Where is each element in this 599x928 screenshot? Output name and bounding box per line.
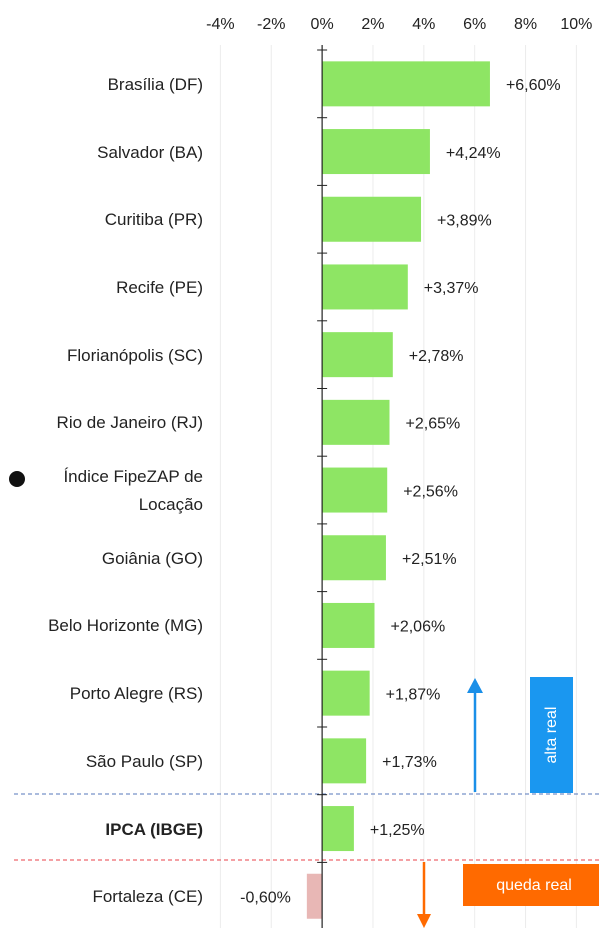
bar [322,738,367,784]
value-label: +3,37% [424,280,479,297]
x-tick-label: 8% [514,16,537,33]
value-label: +1,87% [386,686,441,703]
value-label: +4,24% [446,145,501,162]
value-label: +2,56% [403,483,458,500]
bar [322,806,354,852]
value-label: +2,78% [409,348,464,365]
bar [322,196,422,242]
bar [322,399,390,445]
annotation-up: alta real [543,707,560,764]
y-tick-label: Índice FipeZAP de Locação [63,467,203,515]
x-tick-label: -2% [257,16,285,33]
bar [322,535,386,581]
bar [322,467,388,513]
bar [306,873,323,919]
y-tick-label: Goiânia (GO) [101,548,203,568]
y-tick-label: Brasília (DF) [107,74,203,94]
value-label: +1,25% [370,822,425,839]
value-label: +1,73% [382,754,437,771]
bar [322,129,430,175]
arrow-down-head [417,914,431,928]
value-label: +3,89% [437,212,492,229]
marker-dot [9,471,25,487]
value-label: -0,60% [240,889,291,906]
bar [322,602,375,648]
y-tick-label: Florianópolis (SC) [66,345,203,365]
bar [322,670,370,716]
annotation-down-box [463,864,599,906]
y-tick-label: Porto Alegre (RS) [69,684,203,704]
value-label: +6,60% [506,77,561,94]
bar [322,264,408,310]
y-tick-label: São Paulo (SP) [85,751,203,771]
value-label: +2,65% [406,416,461,433]
value-label: +2,06% [390,619,445,636]
x-tick-label: -4% [206,16,234,33]
annotation-up-box [530,677,573,793]
bar [322,61,490,107]
x-tick-label: 0% [311,16,334,33]
annotation-down: queda real [496,877,572,894]
y-tick-label: Salvador (BA) [97,142,203,162]
x-tick-label: 6% [463,16,486,33]
y-tick-label: Belo Horizonte (MG) [48,616,203,636]
y-tick-label: Fortaleza (CE) [92,887,203,907]
x-tick-label: 10% [560,16,592,33]
bar [322,332,393,378]
y-tick-label: Rio de Janeiro (RJ) [56,413,203,433]
x-tick-label: 2% [361,16,384,33]
y-tick-label: Recife (PE) [116,277,203,297]
y-tick-label: Curitiba (PR) [104,210,203,230]
value-label: +2,51% [402,551,457,568]
arrow-up-head [467,678,483,693]
y-tick-label: IPCA (IBGE) [105,819,203,839]
x-tick-label: 4% [412,16,435,33]
